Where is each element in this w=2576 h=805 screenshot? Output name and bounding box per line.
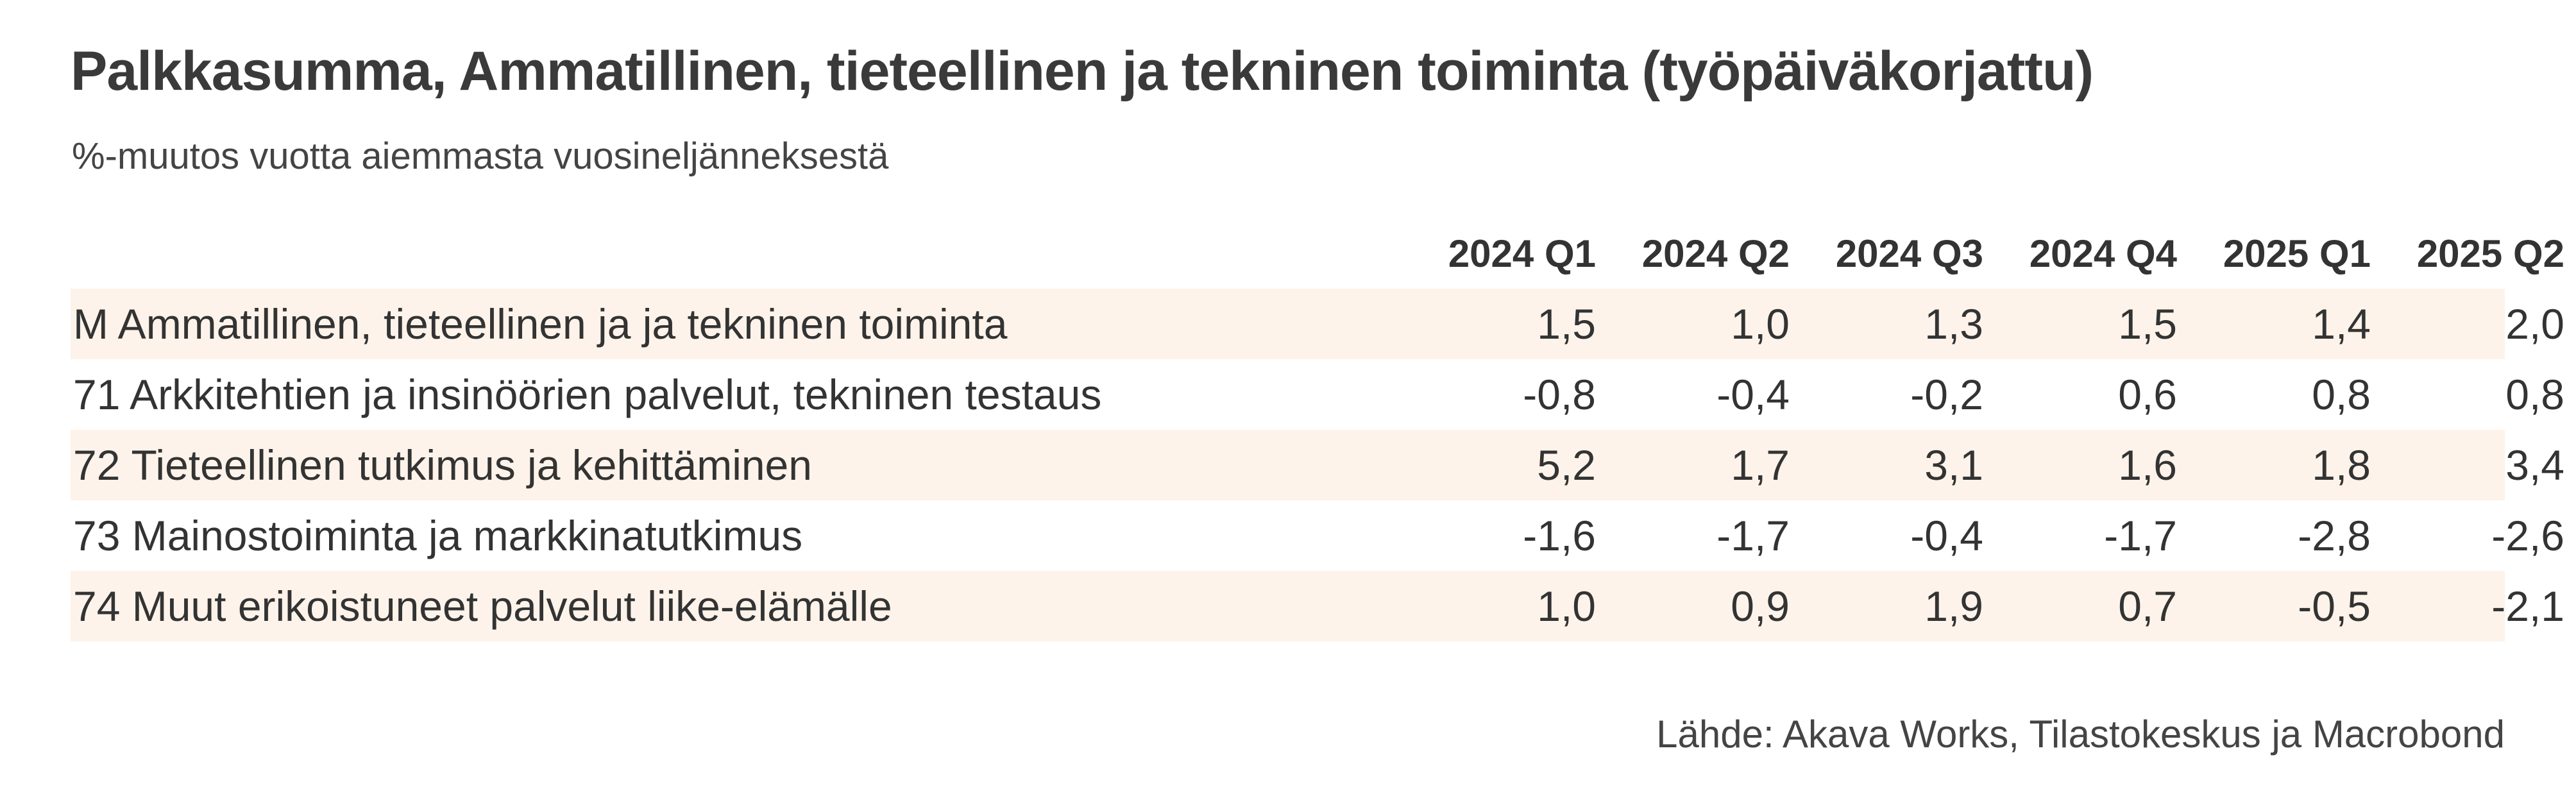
table-cell: -0,4 <box>1910 512 1983 559</box>
table-cell: -1,7 <box>1716 512 1790 559</box>
source-note: Lähde: Akava Works, Tilastokeskus ja Mac… <box>1656 713 2505 756</box>
table-cell: 0,7 <box>2118 582 2177 630</box>
table-cell: 1,6 <box>2118 441 2177 489</box>
column-header: 2024 Q1 <box>1448 232 1596 275</box>
table-row: 71 Arkkitehtien ja insinöörien palvelut,… <box>71 359 2564 430</box>
chart-subtitle: %-muutos vuotta aiemmasta vuosineljännek… <box>72 135 889 177</box>
table-cell: 1,0 <box>1731 300 1790 348</box>
row-label: 71 Arkkitehtien ja insinöörien palvelut,… <box>73 371 1102 418</box>
table-cell: 0,8 <box>2505 371 2564 418</box>
table-row: M Ammatillinen, tieteellinen ja ja tekni… <box>71 289 2564 359</box>
table-cell: -0,5 <box>2298 582 2371 630</box>
table-cell: -2,8 <box>2298 512 2371 559</box>
row-label: M Ammatillinen, tieteellinen ja ja tekni… <box>73 300 1008 348</box>
table-cell: 1,9 <box>1924 582 1983 630</box>
row-label: 72 Tieteellinen tutkimus ja kehittäminen <box>73 441 812 489</box>
table-row: 74 Muut erikoistuneet palvelut liike-elä… <box>71 571 2564 641</box>
table-cell: 2,0 <box>2505 300 2564 348</box>
column-header: 2025 Q1 <box>2223 232 2371 275</box>
row-label: 74 Muut erikoistuneet palvelut liike-elä… <box>73 582 892 630</box>
table-cell: 1,8 <box>2312 441 2371 489</box>
data-table: 2024 Q1 2024 Q2 2024 Q3 2024 Q4 2025 Q1 … <box>71 218 2564 641</box>
table-cell: 1,5 <box>2118 300 2177 348</box>
column-header: 2024 Q2 <box>1641 232 1790 275</box>
table-cell: -0,4 <box>1716 371 1790 418</box>
column-header: 2024 Q4 <box>2029 232 2177 275</box>
table-cell: -2,1 <box>2491 582 2564 630</box>
table-header-row: 2024 Q1 2024 Q2 2024 Q3 2024 Q4 2025 Q1 … <box>71 218 2564 289</box>
chart-title: Palkkasumma, Ammatillinen, tieteellinen … <box>71 40 2094 102</box>
column-header: 2024 Q3 <box>1835 232 1983 275</box>
table-cell: 1,0 <box>1537 582 1596 630</box>
table-cell: 0,6 <box>2118 371 2177 418</box>
table-cell: 0,8 <box>2312 371 2371 418</box>
column-header: 2025 Q2 <box>2416 232 2564 275</box>
table-row: 72 Tieteellinen tutkimus ja kehittäminen… <box>71 430 2564 500</box>
table-cell: 1,3 <box>1924 300 1983 348</box>
table-cell: 1,5 <box>1537 300 1596 348</box>
table-cell: 1,4 <box>2312 300 2371 348</box>
table-cell: 5,2 <box>1537 441 1596 489</box>
table-cell: 3,4 <box>2505 441 2564 489</box>
table-row: 73 Mainostoiminta ja markkinatutkimus -1… <box>71 500 2564 571</box>
table-cell: -1,7 <box>2104 512 2177 559</box>
table-cell: -1,6 <box>1523 512 1596 559</box>
table-cell: 1,7 <box>1731 441 1790 489</box>
table-cell: 3,1 <box>1924 441 1983 489</box>
row-label: 73 Mainostoiminta ja markkinatutkimus <box>73 512 803 559</box>
table-cell: 0,9 <box>1731 582 1790 630</box>
table-cell: -0,2 <box>1910 371 1983 418</box>
table-cell: -0,8 <box>1523 371 1596 418</box>
table-cell: -2,6 <box>2491 512 2564 559</box>
